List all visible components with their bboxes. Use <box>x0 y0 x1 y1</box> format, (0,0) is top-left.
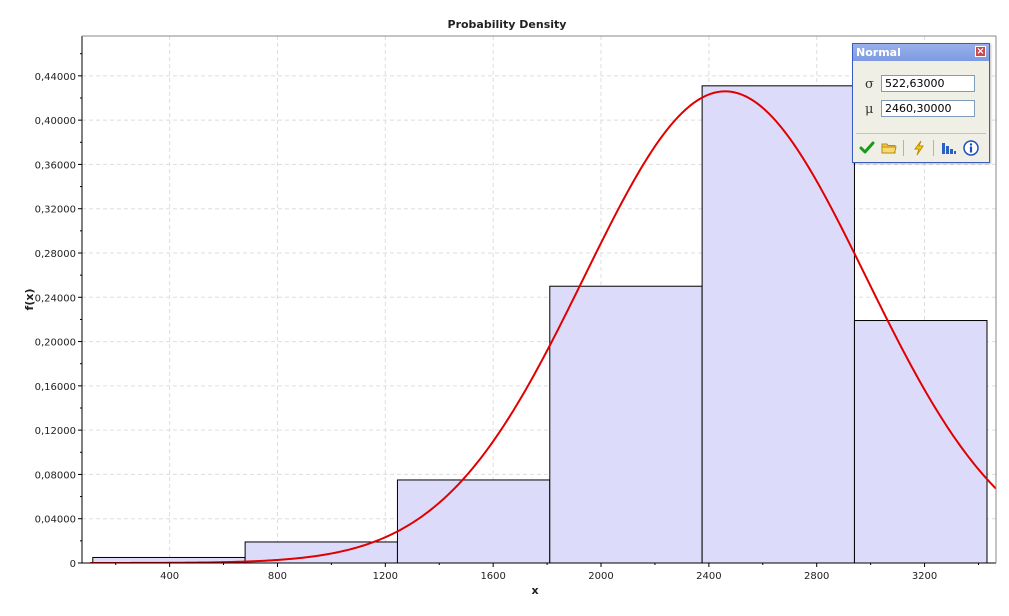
histogram-bar <box>396 479 551 563</box>
x-tick-label: 1600 <box>480 571 505 582</box>
info-icon[interactable] <box>961 138 981 158</box>
histogram-icon[interactable] <box>939 138 959 158</box>
lightning-icon[interactable] <box>909 138 929 158</box>
normal-density-curve <box>90 90 996 563</box>
x-tick-label: 1200 <box>373 571 398 582</box>
y-tick-label: 0,08000 <box>35 470 76 481</box>
x-tick-label: 400 <box>160 571 179 582</box>
y-tick-label: 0,28000 <box>35 249 76 260</box>
histogram-bar <box>549 285 703 563</box>
toolbar-separator <box>903 140 904 156</box>
distribution-window-titlebar[interactable]: Normal × <box>853 44 989 61</box>
y-axis-label: f(x) <box>23 289 36 311</box>
x-tick-label: 2400 <box>696 571 721 582</box>
mu-input[interactable] <box>881 100 975 117</box>
distribution-window-title: Normal <box>856 46 901 59</box>
y-tick-label: 0,12000 <box>35 426 76 437</box>
y-tick-label: 0 <box>70 559 76 570</box>
window-divider <box>856 133 986 134</box>
y-tick-label: 0,36000 <box>35 160 76 171</box>
x-tick-label: 2000 <box>588 571 613 582</box>
sigma-row: σ <box>853 74 989 94</box>
chart-title: Probability Density <box>448 18 567 31</box>
mu-label: μ <box>865 102 874 117</box>
close-icon[interactable]: × <box>975 46 986 57</box>
histogram-bar <box>853 320 988 563</box>
y-tick-label: 0,16000 <box>35 382 76 393</box>
y-tick-label: 0,40000 <box>35 116 76 127</box>
y-tick-label: 0,20000 <box>35 338 76 349</box>
sigma-input[interactable] <box>881 75 975 92</box>
sigma-label: σ <box>865 77 874 92</box>
y-tick-label: 0,44000 <box>35 72 76 83</box>
check-icon[interactable] <box>857 138 877 158</box>
mu-row: μ <box>853 99 989 119</box>
x-tick-label: 800 <box>268 571 287 582</box>
y-tick-label: 0,24000 <box>35 293 76 304</box>
x-tick-label: 2800 <box>804 571 829 582</box>
y-tick-label: 0,04000 <box>35 515 76 526</box>
histogram-bar <box>701 85 855 563</box>
x-axis-label: x <box>531 584 538 597</box>
folder-icon[interactable] <box>879 138 899 158</box>
distribution-toolbar <box>857 138 985 158</box>
y-tick-label: 0,32000 <box>35 205 76 216</box>
toolbar-separator <box>933 140 934 156</box>
distribution-window[interactable]: Normal × σ μ <box>852 43 990 163</box>
x-tick-label: 3200 <box>912 571 937 582</box>
